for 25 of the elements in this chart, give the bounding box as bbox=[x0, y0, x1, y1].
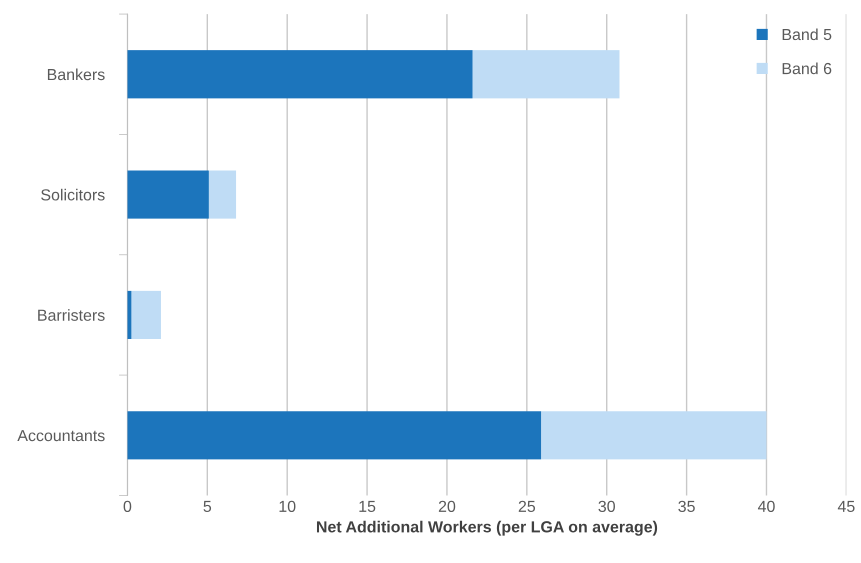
y-tick-label: Bankers bbox=[48, 68, 105, 80]
bar bbox=[472, 50, 620, 98]
bar bbox=[127, 50, 473, 98]
x-tick-label: 30 bbox=[598, 500, 615, 512]
y-tick-label: Solicitors bbox=[41, 188, 105, 201]
x-tick-label: 45 bbox=[838, 500, 855, 512]
x-tick-label: 25 bbox=[518, 500, 536, 512]
x-axis-title: Net Additional Workers (per LGA on average) bbox=[316, 520, 658, 536]
x-tick-label: 20 bbox=[438, 500, 456, 512]
x-tick-label: 35 bbox=[678, 500, 695, 512]
x-tick-label: 40 bbox=[758, 500, 775, 512]
y-tick-label: Accountants bbox=[17, 430, 105, 442]
x-tick-label: 15 bbox=[359, 500, 376, 512]
x-tick-label: 5 bbox=[204, 500, 212, 512]
legend-label: Band 6 bbox=[782, 62, 832, 74]
bar bbox=[127, 170, 209, 219]
legend-label: Band 5 bbox=[782, 28, 832, 40]
x-tick-label: 0 bbox=[124, 500, 132, 512]
bar bbox=[541, 411, 766, 460]
bar bbox=[127, 290, 132, 339]
x-tick-label: 10 bbox=[280, 500, 296, 512]
y-tick-label: Barristers bbox=[38, 309, 105, 321]
bar bbox=[131, 290, 161, 339]
bar bbox=[127, 411, 542, 460]
bar bbox=[208, 170, 236, 219]
